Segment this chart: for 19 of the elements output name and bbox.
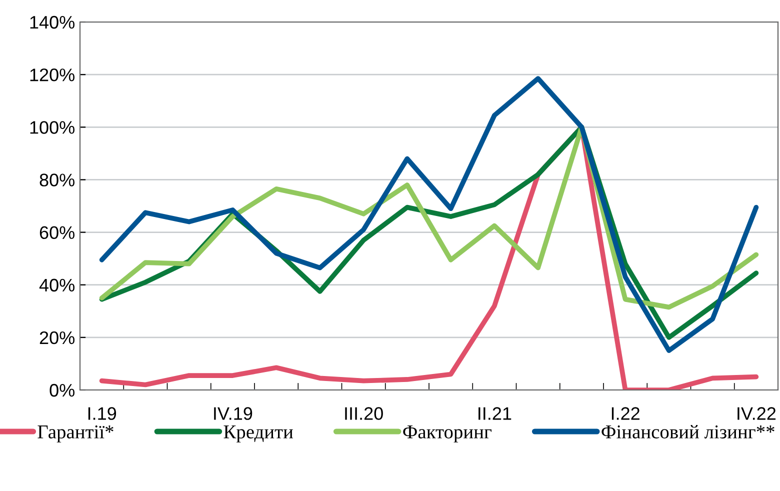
x-tick-label: IV.22 xyxy=(738,407,776,420)
y-tick-label: 20% xyxy=(40,331,74,344)
legend-label: Факторинг xyxy=(403,426,492,442)
x-tick-label: I.19 xyxy=(88,407,116,420)
y-tick-label: 80% xyxy=(40,174,74,186)
y-tick-label: 40% xyxy=(39,278,74,292)
x-tick-label: II.21 xyxy=(478,407,512,420)
y-tick-label: 140% xyxy=(30,16,74,29)
line-series xyxy=(99,76,759,353)
y-tick-label: 0% xyxy=(50,384,74,397)
x-tick-label: III.20 xyxy=(345,407,383,420)
legend-label: Фінансовий лізинг** xyxy=(602,424,774,438)
y-tick-label: 120% xyxy=(30,68,74,82)
y-tick-label: 100% xyxy=(30,121,74,134)
y-tick-label: 60% xyxy=(40,226,74,240)
x-tick-label: I.22 xyxy=(612,407,640,420)
legend-label: Кредити xyxy=(224,426,293,442)
legend-label: Гарантії* xyxy=(38,425,114,442)
x-tick-label: IV.19 xyxy=(214,407,252,420)
